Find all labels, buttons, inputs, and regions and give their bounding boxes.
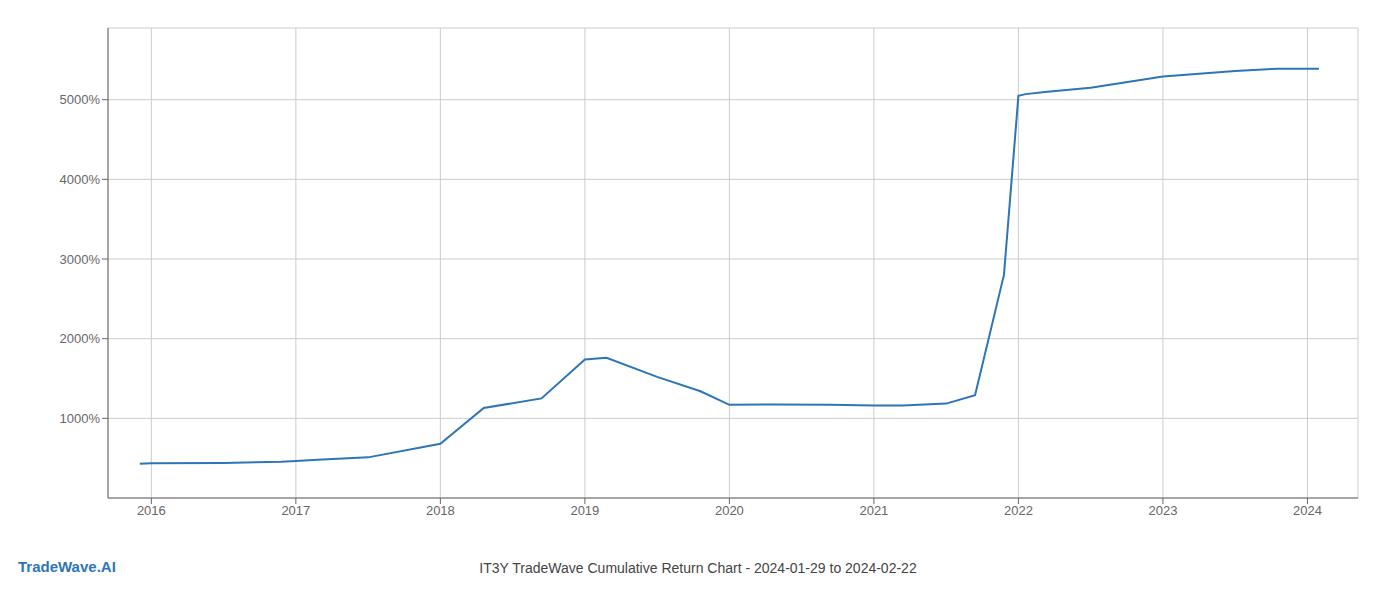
svg-text:3000%: 3000%: [60, 252, 101, 267]
html-text:IT3Y TradeWave Cumulative Retu: IT3Y TradeWave Cumulative Return Chart -…: [479, 560, 917, 576]
html-text:TradeWave.AI: TradeWave.AI: [18, 558, 116, 575]
svg-text:2023: 2023: [1148, 503, 1177, 518]
svg-text:1000%: 1000%: [60, 411, 101, 426]
svg-text:2000%: 2000%: [60, 331, 101, 346]
svg-text:2021: 2021: [859, 503, 888, 518]
svg-text:2016: 2016: [137, 503, 166, 518]
svg-text:2020: 2020: [715, 503, 744, 518]
svg-text:5000%: 5000%: [60, 92, 101, 107]
svg-text:2019: 2019: [570, 503, 599, 518]
svg-text:2018: 2018: [426, 503, 455, 518]
svg-text:2024: 2024: [1293, 503, 1322, 518]
svg-text:2022: 2022: [1004, 503, 1033, 518]
svg-text:4000%: 4000%: [60, 172, 101, 187]
svg-text:2017: 2017: [281, 503, 310, 518]
